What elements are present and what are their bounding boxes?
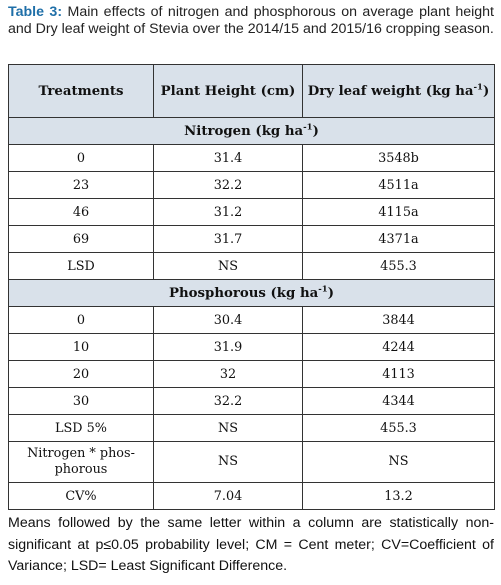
plant-height-cell: NS — [153, 414, 303, 442]
treatment-cell: 69 — [8, 225, 154, 253]
table-row: 23 32.2 4511a — [8, 171, 495, 199]
plant-height-cell: 32 — [153, 360, 303, 388]
section-row-phosphorous: Phosphorous (kg ha-1) — [8, 279, 495, 307]
table-row-interaction: Nitrogen * phos-phorous NS NS — [8, 441, 495, 483]
header-unit-exponent: -1 — [473, 82, 483, 93]
nitrogen-unit-exponent: -1 — [303, 122, 313, 133]
treatment-cell: 46 — [8, 198, 154, 226]
header-treatments: Treatments — [8, 64, 154, 118]
dry-leaf-weight-cell: 3844 — [302, 306, 495, 334]
phosphorous-title-close: ) — [327, 285, 334, 301]
table-caption-text: Main effects of nitrogen and phosphorous… — [8, 4, 494, 38]
treatment-cell: LSD 5% — [8, 414, 154, 442]
table-row: LSD 5% NS 455.3 — [8, 414, 495, 442]
treatment-cell: 20 — [8, 360, 154, 388]
treatment-cell: 0 — [8, 306, 154, 334]
plant-height-cell: 32.2 — [153, 171, 303, 199]
treatment-cell: CV% — [8, 482, 154, 510]
header-row: Treatments Plant Height (cm) Dry leaf we… — [8, 64, 495, 118]
plant-height-cell: 31.4 — [153, 144, 303, 172]
treatment-cell: Nitrogen * phos-phorous — [8, 441, 154, 483]
results-table: Treatments Plant Height (cm) Dry leaf we… — [8, 64, 495, 510]
treatment-cell: 30 — [8, 387, 154, 415]
table-label: Table 3: — [8, 4, 63, 20]
plant-height-cell: 31.2 — [153, 198, 303, 226]
table-row: 20 32 4113 — [8, 360, 495, 388]
section-title-phosphorous: Phosphorous (kg ha-1) — [8, 279, 495, 307]
dry-leaf-weight-cell: 4244 — [302, 333, 495, 361]
plant-height-cell: 31.9 — [153, 333, 303, 361]
treatment-cell: 0 — [8, 144, 154, 172]
table-row: 46 31.2 4115a — [8, 198, 495, 226]
plant-height-cell: 31.7 — [153, 225, 303, 253]
treatment-cell: 23 — [8, 171, 154, 199]
table-row-cv: CV% 7.04 13.2 — [8, 482, 495, 510]
dry-leaf-weight-cell: 455.3 — [302, 252, 495, 280]
phosphorous-unit-exponent: -1 — [318, 284, 328, 295]
header-dry-leaf-weight-text: Dry leaf weight (kg ha — [307, 83, 474, 99]
dry-leaf-weight-cell: 4511a — [302, 171, 495, 199]
nitrogen-title-close: ) — [312, 123, 319, 139]
plant-height-cell: 32.2 — [153, 387, 303, 415]
treatment-cell: LSD — [8, 252, 154, 280]
table-row: 0 31.4 3548b — [8, 144, 495, 172]
dry-leaf-weight-cell: 4113 — [302, 360, 495, 388]
dry-leaf-weight-cell: 4371a — [302, 225, 495, 253]
dry-leaf-weight-cell: 455.3 — [302, 414, 495, 442]
section-row-nitrogen: Nitrogen (kg ha-1) — [8, 117, 495, 145]
plant-height-cell: NS — [153, 252, 303, 280]
table-row: 30 32.2 4344 — [8, 387, 495, 415]
table-row: 69 31.7 4371a — [8, 225, 495, 253]
section-title-nitrogen: Nitrogen (kg ha-1) — [8, 117, 495, 145]
header-dry-leaf-weight-close: ) — [482, 83, 490, 99]
header-dry-leaf-weight: Dry leaf weight (kg ha-1) — [302, 64, 495, 118]
dry-leaf-weight-cell: 4115a — [302, 198, 495, 226]
header-plant-height: Plant Height (cm) — [153, 64, 303, 118]
plant-height-cell: 30.4 — [153, 306, 303, 334]
dry-leaf-weight-cell: 3548b — [302, 144, 495, 172]
plant-height-cell: NS — [153, 441, 303, 483]
table-row: 10 31.9 4244 — [8, 333, 495, 361]
dry-leaf-weight-cell: NS — [302, 441, 495, 483]
table-row: 0 30.4 3844 — [8, 306, 495, 334]
dry-leaf-weight-cell: 4344 — [302, 387, 495, 415]
dry-leaf-weight-cell: 13.2 — [302, 482, 495, 510]
phosphorous-title-text: Phosphorous (kg ha — [169, 285, 319, 301]
nitrogen-title-text: Nitrogen (kg ha — [184, 123, 304, 139]
table-caption: Table 3: Main effects of nitrogen and ph… — [8, 4, 494, 39]
table-row: LSD NS 455.3 — [8, 252, 495, 280]
plant-height-cell: 7.04 — [153, 482, 303, 510]
table-footnote: Means followed by the same letter within… — [8, 515, 494, 574]
treatment-cell: 10 — [8, 333, 154, 361]
